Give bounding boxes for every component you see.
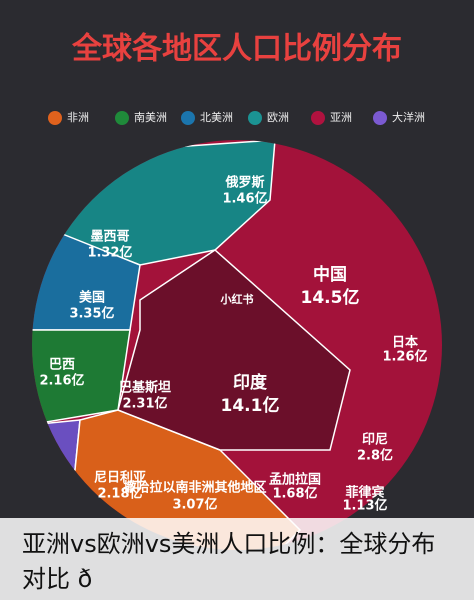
region-name: 巴基斯坦 [119, 380, 171, 396]
region-value: 3.35亿 [69, 306, 114, 322]
legend-label: 亚洲 [330, 111, 352, 124]
region-name: 墨西哥 [90, 229, 129, 245]
caption: 对比 ð [22, 565, 92, 593]
india [117, 249, 351, 451]
legend-swatch [311, 111, 325, 125]
region-value: 1.46亿 [222, 191, 267, 207]
region-value: 1.26亿 [382, 349, 427, 365]
region-name: 中国 [313, 264, 347, 285]
region-name: 撒哈拉以南非洲其他地区 [123, 480, 266, 496]
legend-label: 大洋洲 [392, 110, 425, 124]
watermark: 小红书 [220, 292, 254, 306]
region-name: 菲律宾 [345, 485, 384, 501]
region-value: 2.31亿 [122, 396, 167, 412]
legend-label: 北美洲 [200, 111, 233, 124]
region-name: 印尼 [362, 433, 388, 448]
title: 全球各地区人口比例分布 [71, 32, 402, 67]
legend-label: 欧洲 [267, 111, 289, 124]
legend-label: 非洲 [67, 111, 89, 124]
region-value: 2.18亿 [97, 486, 142, 502]
region-value: 1.68亿 [272, 486, 317, 502]
legend-swatch [373, 111, 387, 125]
legend-swatch [181, 111, 195, 125]
region-name: 巴西 [49, 358, 75, 373]
legend: 非洲 南美洲 北美洲 欧洲 亚洲 大洋洲 [48, 110, 425, 125]
region-name: 印度 [233, 372, 268, 393]
region-name: 尼日利亚 [94, 470, 146, 486]
labels: 中国 14.5亿 印度 14.1亿 美国 3.35亿 巴西 2.16亿 墨西哥 … [39, 175, 427, 514]
region-value: 1.13亿 [342, 498, 387, 514]
caption-band [0, 518, 474, 600]
region-value: 14.1亿 [221, 395, 280, 416]
legend-swatch [48, 111, 62, 125]
region-value: 2.16亿 [39, 373, 84, 389]
region-name: 俄罗斯 [224, 175, 264, 191]
region-name: 孟加拉国 [269, 472, 321, 488]
region-value: 1.32亿 [87, 245, 132, 261]
region-value: 3.07亿 [172, 497, 217, 513]
legend-label: 南美洲 [134, 111, 167, 124]
caption: 亚洲vs欧洲vs美洲人口比例：全球分布 [22, 530, 435, 558]
region-value: 14.5亿 [301, 287, 360, 308]
region-value: 2.8亿 [357, 448, 393, 464]
region-name: 日本 [392, 335, 418, 351]
region-name: 美国 [79, 290, 105, 306]
legend-swatch [248, 111, 262, 125]
legend-swatch [115, 111, 129, 125]
